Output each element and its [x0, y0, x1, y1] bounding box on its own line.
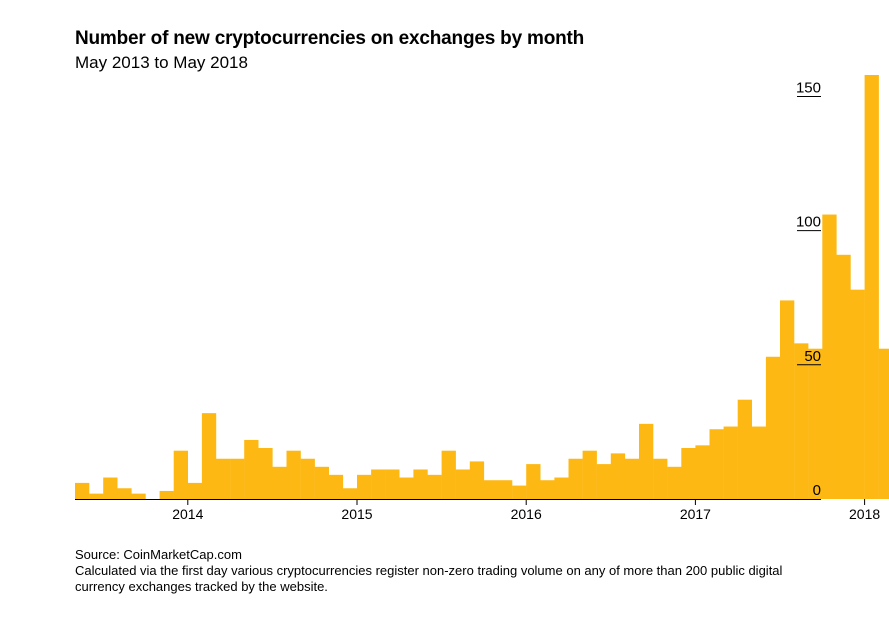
bar: [878, 348, 889, 499]
bar: [89, 493, 104, 499]
bar: [455, 469, 470, 499]
bar: [639, 423, 654, 499]
bar: [314, 466, 329, 499]
source-note: Source: CoinMarketCap.com: [75, 547, 242, 562]
bar: [808, 348, 823, 499]
y-tick-label: 150: [796, 80, 821, 97]
bar: [667, 466, 682, 499]
bar: [526, 464, 541, 499]
bar: [385, 469, 400, 499]
bar: [483, 480, 499, 499]
bar: [328, 474, 344, 499]
bar: [709, 429, 724, 499]
bar: [737, 399, 752, 499]
x-tick-label: 2015: [341, 506, 372, 522]
bar: [751, 426, 767, 499]
bar: [342, 488, 358, 499]
bar: [780, 300, 795, 499]
bar: [75, 482, 90, 499]
x-tick-label: 2018: [849, 506, 880, 522]
bar: [230, 458, 245, 499]
x-tick-label: 2017: [680, 506, 711, 522]
bar: [836, 254, 851, 499]
bar: [469, 461, 485, 499]
bar: [864, 75, 879, 499]
bar: [794, 343, 809, 499]
bar: [765, 356, 781, 499]
x-tick-label: 2016: [511, 506, 542, 522]
bar: [596, 464, 611, 499]
bar: [201, 413, 217, 499]
bar: [554, 477, 569, 499]
bar: [695, 445, 710, 499]
bar: [173, 450, 188, 499]
bar: [216, 458, 231, 499]
bar: [610, 453, 626, 499]
bar: [131, 493, 146, 499]
bar: [850, 289, 865, 499]
x-tick-label: 2014: [172, 506, 203, 522]
y-tick-label: 100: [796, 214, 821, 231]
y-tick-label: 50: [804, 348, 821, 365]
bar: [187, 482, 203, 499]
bar: [427, 474, 442, 499]
bar: [512, 485, 527, 499]
bar: [413, 469, 428, 499]
bar: [371, 469, 386, 499]
bar: [286, 450, 301, 499]
bar: [582, 450, 597, 499]
bar: [258, 448, 273, 499]
bar: [300, 458, 315, 499]
bar: [244, 439, 259, 499]
bar: [399, 477, 414, 499]
bar: [568, 458, 583, 499]
bar: [272, 466, 287, 499]
bar: [357, 474, 372, 499]
chart-title: Number of new cryptocurrencies on exchan…: [75, 28, 585, 49]
chart-subtitle: May 2013 to May 2018: [75, 53, 248, 72]
bar: [540, 480, 555, 499]
bar: [159, 490, 174, 499]
bar: [624, 458, 640, 499]
bar: [822, 214, 837, 500]
bar: [681, 448, 696, 499]
bar: [723, 426, 738, 499]
bar: [653, 458, 668, 499]
bar: [498, 480, 513, 499]
bar: [117, 488, 132, 499]
bar: [441, 450, 456, 499]
y-tick-label: 0: [813, 482, 821, 499]
bar: [103, 477, 118, 499]
methodology-note: Calculated via the first day various cry…: [75, 563, 783, 594]
